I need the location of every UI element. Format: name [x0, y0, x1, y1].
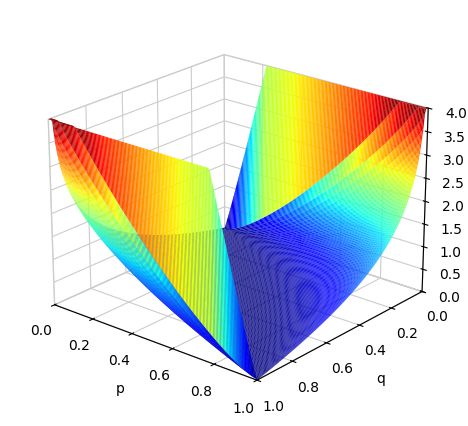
X-axis label: p: p — [116, 383, 125, 397]
Y-axis label: q: q — [376, 372, 385, 386]
